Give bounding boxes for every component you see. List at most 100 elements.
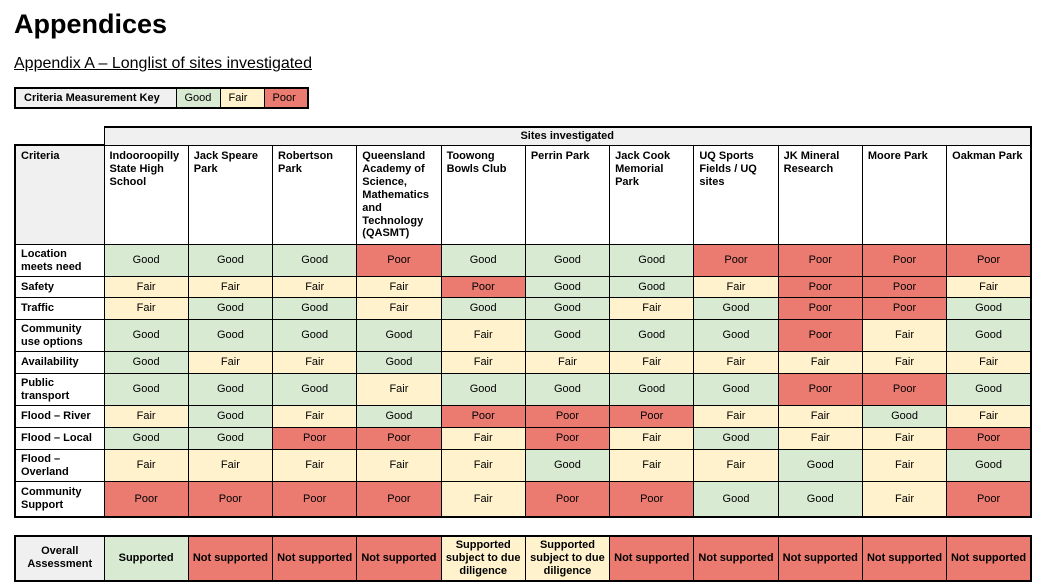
criterion-label: Community use options [14,319,105,353]
site-header-row: Criteria Indooroopilly State High School J… [14,144,1033,246]
rating-cell: Fair [103,276,189,299]
overall-assessment-cell: Not supported [693,535,779,582]
rating-cell: Good [946,319,1033,353]
rating-cell: Poor [777,297,863,321]
overall-assessment-cell: Not supported [777,535,863,582]
criterion-label: Flood – Local [14,427,105,451]
site-column-header: Toowong Bowls Club [440,144,526,246]
rating-cell: Good [187,297,274,321]
rating-cell: Poor [103,481,189,518]
criterion-label: Traffic [14,297,105,321]
banner-row: Sites investigated [15,125,1032,146]
rating-cell: Poor [946,427,1033,451]
criteria-row: Flood – River Fair Good Fair Good Poor Poor Poo… [14,405,1033,429]
sites-matrix-table: Sites investigated Criteria Indooroopilly … [14,125,1033,518]
rating-cell: Good [187,244,274,278]
rating-cell: Good [609,319,695,353]
site-column-header: Indooroopilly State High School [103,144,189,246]
criteria-row: Safety Fair Fair Fair Fair Poor Good Good Fair Po… [14,276,1033,299]
site-column-header: JK Mineral Research [777,144,863,246]
appendix-a-heading: Appendix A – Longlist of sites investiga… [14,54,312,72]
rating-cell: Fair [777,427,863,451]
rating-cell: Fair [356,297,442,321]
criterion-label: Flood – River [14,405,105,429]
rating-cell: Fair [356,373,442,407]
rating-cell: Good [693,427,779,451]
rating-cell: Fair [609,427,695,451]
rating-cell: Fair [272,276,358,299]
rating-cell: Fair [777,405,863,429]
rating-cell: Fair [946,405,1033,429]
rating-cell: Fair [440,481,526,518]
rating-cell: Poor [861,244,948,278]
rating-cell: Good [103,373,189,407]
rating-cell: Poor [440,405,526,429]
rating-cell: Fair [103,449,189,483]
site-column-header: Jack Speare Park [187,144,274,246]
rating-cell: Fair [609,449,695,483]
rating-cell: Poor [861,373,948,407]
criteria-row: Community use options Good Good Good Good Fai… [14,319,1033,353]
rating-cell: Good [693,373,779,407]
rating-cell: Good [524,276,611,299]
rating-cell: Good [693,319,779,353]
overall-assessment-cell: Not supported [272,535,358,582]
rating-cell: Poor [272,427,358,451]
overall-assessment-cell: Not supported [609,535,695,582]
overall-assessment-cell: Not supported [356,535,442,582]
sites-investigated-banner: Sites investigated [103,125,1032,146]
rating-cell: Fair [861,427,948,451]
overall-assessment-row: Overall Assessment Supported Not supported… [14,535,1032,582]
rating-cell: Poor [356,244,442,278]
criteria-row: Location meets need Good Good Good Poor Good G… [14,244,1033,278]
rating-cell: Fair [861,449,948,483]
rating-cell: Fair [946,276,1033,299]
rating-cell: Fair [103,405,189,429]
rating-cell: Fair [861,481,948,518]
rating-cell: Good [103,244,189,278]
rating-cell: Fair [524,351,611,375]
banner-corner-spacer [15,127,104,145]
rating-cell: Good [609,244,695,278]
matrix-body: Location meets need Good Good Good Poor Good G… [14,244,1033,518]
rating-cell: Good [946,373,1033,407]
key-level-poor: Poor [263,87,309,109]
criteria-row: Community Support Poor Poor Poor Poor Fair Poo… [14,481,1033,518]
rating-cell: Good [524,297,611,321]
rating-cell: Poor [187,481,274,518]
rating-cell: Fair [272,405,358,429]
site-column-header: Jack Cook Memorial Park [609,144,695,246]
overall-assessment-cell: Supported subject to due diligence [524,535,611,582]
rating-cell: Fair [693,449,779,483]
rating-cell: Poor [861,297,948,321]
rating-cell: Good [272,373,358,407]
rating-cell: Good [187,405,274,429]
rating-cell: Poor [356,427,442,451]
overall-assessment-cell: Supported subject to due diligence [440,535,526,582]
rating-cell: Good [524,373,611,407]
criteria-row: Flood – Local Good Good Poor Poor Fair Poor Fai… [14,427,1033,451]
rating-cell: Good [103,351,189,375]
rating-cell: Good [356,319,442,353]
criteria-row: Availability Good Fair Fair Good Fair Fair Fair… [14,351,1033,375]
rating-cell: Fair [440,427,526,451]
overall-assessment-cell: Not supported [946,535,1032,582]
criterion-label: Location meets need [14,244,105,278]
rating-cell: Good [272,297,358,321]
rating-cell: Good [440,373,526,407]
site-column-header: Robertson Park [272,144,358,246]
rating-cell: Fair [861,319,948,353]
rating-cell: Fair [187,351,274,375]
rating-cell: Poor [524,405,611,429]
rating-cell: Poor [440,276,526,299]
rating-cell: Poor [946,244,1033,278]
criterion-label: Availability [14,351,105,375]
rating-cell: Good [693,481,779,518]
site-column-header: Moore Park [861,144,948,246]
criteria-row: Flood – Overland Fair Fair Fair Fair Fair Good… [14,449,1033,483]
rating-cell: Good [103,427,189,451]
rating-cell: Good [609,276,695,299]
criteria-row: Traffic Fair Good Good Fair Good Good Fair Good P… [14,297,1033,321]
rating-cell: Poor [777,319,863,353]
